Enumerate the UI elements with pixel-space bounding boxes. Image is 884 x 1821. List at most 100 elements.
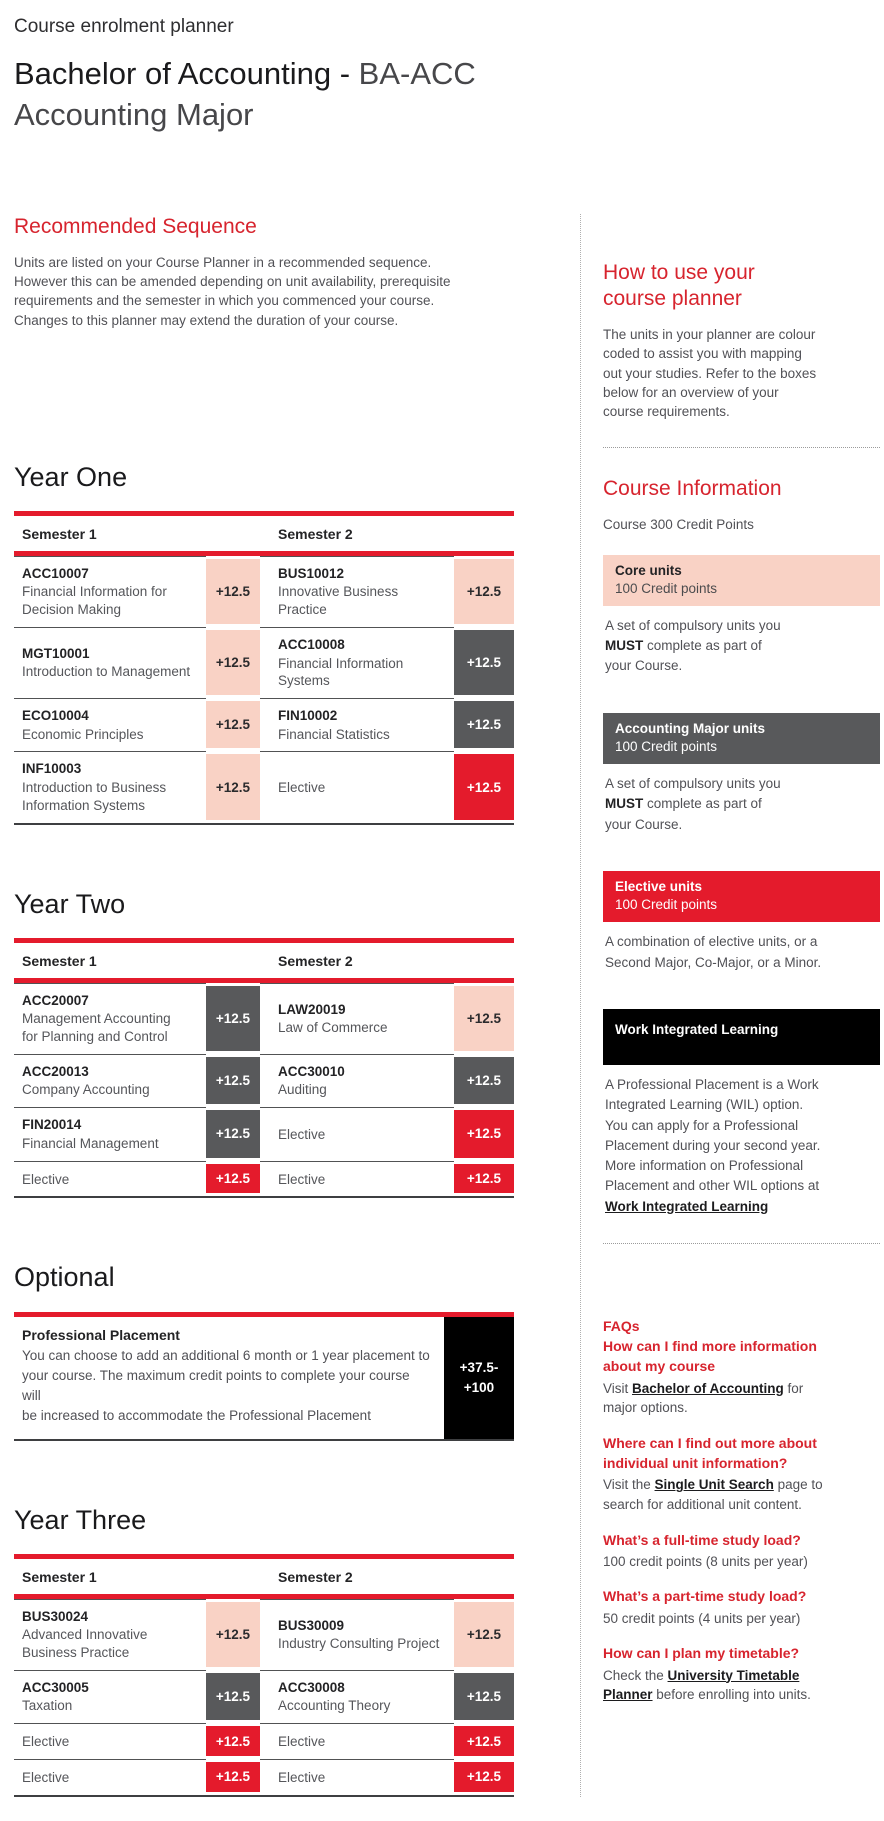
unit-code: ACC30010 (278, 1063, 345, 1079)
credit-cell: +12.5 (454, 1107, 514, 1160)
sidebar: How to use your course planner The units… (581, 214, 884, 1797)
unit-name: Management Accounting for Planning and C… (22, 1011, 171, 1045)
course-name: Bachelor of Accounting - (14, 56, 351, 91)
credit-cell: +12.5 (206, 1161, 260, 1197)
table-bottom-border (14, 1196, 514, 1199)
legend-box-work-integrated-learning: Work Integrated Learning (603, 1008, 880, 1066)
unit-name: Financial Information for Decision Makin… (22, 584, 167, 618)
unit-name: Introduction to Business Information Sys… (22, 780, 167, 813)
dotted-divider (603, 1242, 880, 1244)
credit-cell: +12.5 (206, 1670, 260, 1723)
recommended-sequence-heading: Recommended Sequence (14, 214, 257, 238)
credit-badge: +12.5 (454, 1672, 514, 1721)
unit-cell: ACC30008 Accounting Theory (270, 1669, 454, 1724)
unit-cell: BUS30024 Advanced Innovative Business Pr… (14, 1598, 206, 1670)
unit-code: BUS30024 (22, 1608, 89, 1624)
bachelor-of-accounting-link[interactable]: Bachelor of Accounting (632, 1380, 784, 1396)
unit-code: ECO10004 (22, 708, 89, 724)
year-two-heading: Year Two (14, 888, 126, 919)
credit-cell: +12.5 (206, 1107, 260, 1160)
legend-title: Accounting Major units (615, 720, 765, 736)
planner-row: ACC30005 Taxation +12.5 ACC30008 Account… (14, 1669, 514, 1724)
credit-badge: +12.5 (206, 1726, 260, 1756)
credit-cell: +12.5 (206, 1054, 260, 1107)
table-header-bar (14, 977, 514, 983)
unit-cell: Elective (270, 751, 454, 823)
faq-question: Where can I find out more about individu… (603, 1434, 817, 1472)
legend-title: Core units (615, 562, 682, 578)
faq-answer: 50 credit points (4 units per year) (603, 1610, 801, 1626)
unit-cell: LAW20019 Law of Commerce (270, 982, 454, 1054)
credit-cell: +12.5 (206, 556, 260, 627)
unit-name: Law of Commerce (278, 1020, 388, 1036)
legend-box-core: Core units 100 Credit points (603, 554, 880, 606)
legend-box-elective: Elective units 100 Credit points (603, 870, 880, 923)
credit-badge: +12.5 (206, 985, 260, 1051)
placement-credit-badge: +37.5- +100 (444, 1316, 514, 1439)
unit-name: Financial Management (22, 1135, 159, 1151)
semester-1-header: Semester 1 (22, 1568, 97, 1585)
semester-2-header: Semester 2 (278, 1568, 353, 1585)
how-to-body: The units in your planner are colour cod… (603, 327, 817, 419)
planner-row: FIN20014 Financial Management +12.5 Elec… (14, 1107, 514, 1161)
unit-code: LAW20019 (278, 1001, 346, 1017)
legend-description: A Professional Placement is a Work Integ… (605, 1077, 821, 1214)
credit-cell: +12.5 (206, 1759, 260, 1795)
column-gap (260, 1053, 270, 1108)
planner-row: ECO10004 Economic Principles +12.5 FIN10… (14, 698, 514, 752)
year-three-heading: Year Three (14, 1504, 147, 1535)
planner-row: Elective +12.5 Elective +12.5 (14, 1723, 514, 1759)
planner-row: Elective +12.5 Elective +12.5 (14, 1160, 514, 1197)
credit-badge: +12.5 (206, 1163, 260, 1194)
unit-name: Company Accounting (22, 1082, 150, 1098)
unit-cell: Elective (270, 1160, 454, 1197)
legend-box-major: Accounting Major units 100 Credit points (603, 712, 880, 765)
credit-badge: +12.5 (206, 754, 260, 820)
unit-name: Elective (278, 1171, 326, 1187)
table-header-row: Semester 1 Semester 2 (14, 943, 514, 978)
unit-code: ACC10007 (22, 565, 89, 581)
course-code: BA-ACC (358, 56, 476, 91)
credit-badge: +12.5 (454, 629, 514, 696)
unit-cell: BUS10012 Innovative Business Practice (270, 555, 454, 627)
unit-code: ACC30005 (22, 1679, 89, 1695)
faq-item: What’s a full-time study load? 100 credi… (603, 1530, 880, 1572)
single-unit-search-link[interactable]: Single Unit Search (654, 1477, 774, 1493)
unit-code: ACC30008 (278, 1679, 345, 1695)
unit-cell: ACC30005 Taxation (14, 1669, 206, 1724)
table-bottom-border (14, 822, 514, 825)
semester-1-header: Semester 1 (22, 952, 97, 969)
unit-name: Elective (278, 1127, 326, 1143)
page-title: Bachelor of Accounting - BA-ACC Accountin… (14, 54, 884, 136)
university-timetable-planner-link[interactable]: University Timetable Planner (603, 1667, 800, 1703)
faqs-title: FAQs (603, 1317, 640, 1334)
year-one-heading: Year One (14, 461, 128, 492)
unit-name: Elective (278, 1734, 326, 1750)
unit-cell: ACC30010 Auditing (270, 1053, 454, 1108)
unit-name: Innovative Business Practice (278, 584, 399, 618)
unit-cell: Elective (270, 1107, 454, 1161)
credit-cell: +12.5 (454, 1161, 514, 1197)
credit-badge: +12.5 (454, 1601, 514, 1667)
unit-name: Taxation (22, 1698, 73, 1714)
placement-title: Professional Placement (22, 1326, 180, 1343)
table-header-row: Semester 1 Semester 2 (14, 1559, 514, 1594)
credit-cell: +12.5 (206, 1723, 260, 1759)
faq-item: What’s a part-time study load? 50 credit… (603, 1586, 880, 1628)
faq-question: How can I find more information about my… (603, 1338, 817, 1375)
table-bottom-border (14, 1438, 514, 1441)
table-top-bar (14, 1553, 514, 1559)
course-credit-points: Course 300 Credit Points (603, 517, 754, 533)
credit-badge: +12.5 (454, 754, 514, 820)
table-top-bar (14, 510, 514, 516)
table-header-bar (14, 550, 514, 556)
unit-cell: ACC20013 Company Accounting (14, 1053, 206, 1108)
table-top-bar (14, 937, 514, 943)
legend-points: 100 Credit points (615, 897, 718, 913)
table-bottom-border (14, 1794, 514, 1797)
work-integrated-learning-link[interactable]: Work Integrated Learning (605, 1198, 769, 1214)
faq-item: How can I plan my timetable? Check the U… (603, 1643, 880, 1704)
credit-cell: +12.5 (206, 751, 260, 822)
credit-badge: +12.5 (206, 1110, 260, 1158)
legend-points: 100 Credit points (615, 738, 718, 754)
